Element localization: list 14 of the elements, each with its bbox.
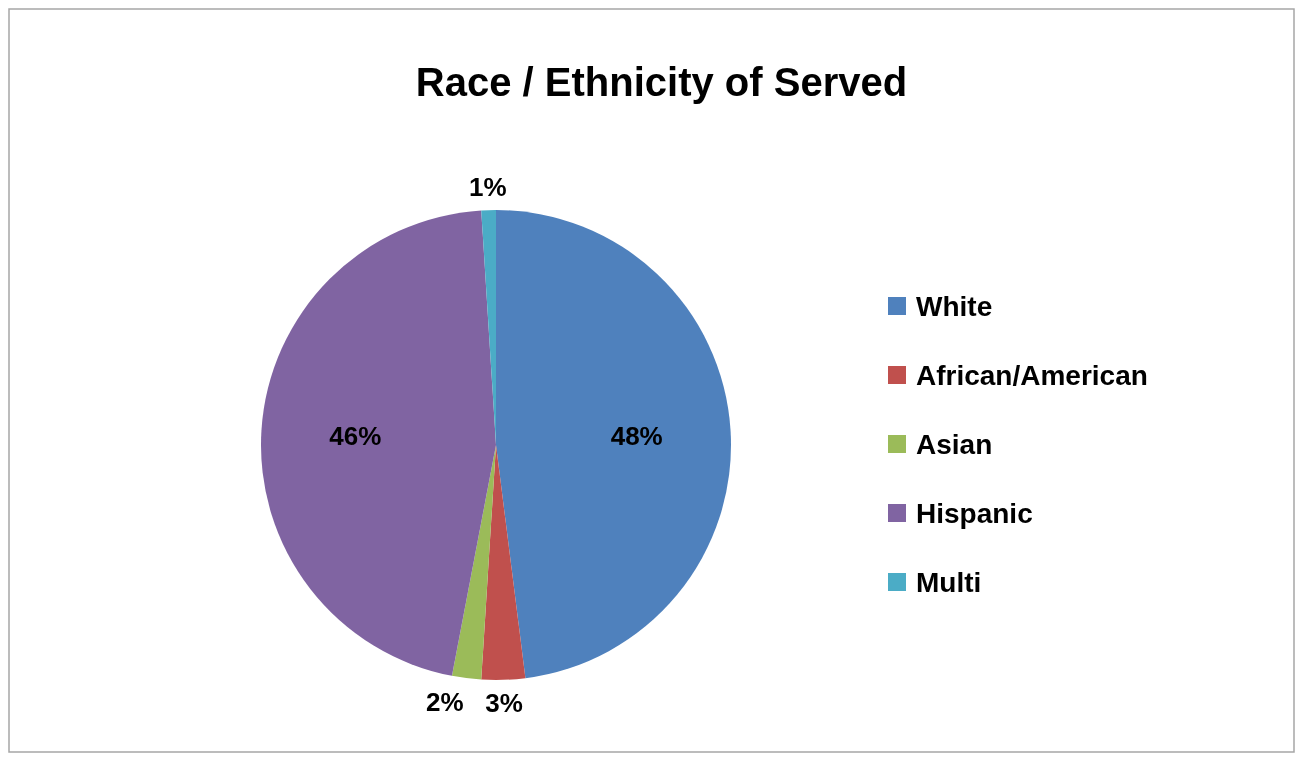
data-label: 2% — [426, 686, 464, 717]
pie-slice — [261, 210, 496, 676]
legend-label: Asian — [916, 428, 993, 460]
data-label: 1% — [469, 171, 507, 202]
data-label: 3% — [485, 688, 523, 719]
legend-label: Hispanic — [916, 497, 1033, 529]
pie-slice — [496, 210, 731, 679]
pie-slice — [451, 445, 496, 680]
chart-title: Race / Ethnicity of Served — [415, 60, 908, 104]
data-label: 46% — [329, 421, 382, 452]
legend-label: White — [916, 290, 993, 322]
legend-label: Multi — [916, 566, 982, 598]
legend-label: African/American — [916, 359, 1148, 391]
data-label: 48% — [610, 421, 663, 452]
